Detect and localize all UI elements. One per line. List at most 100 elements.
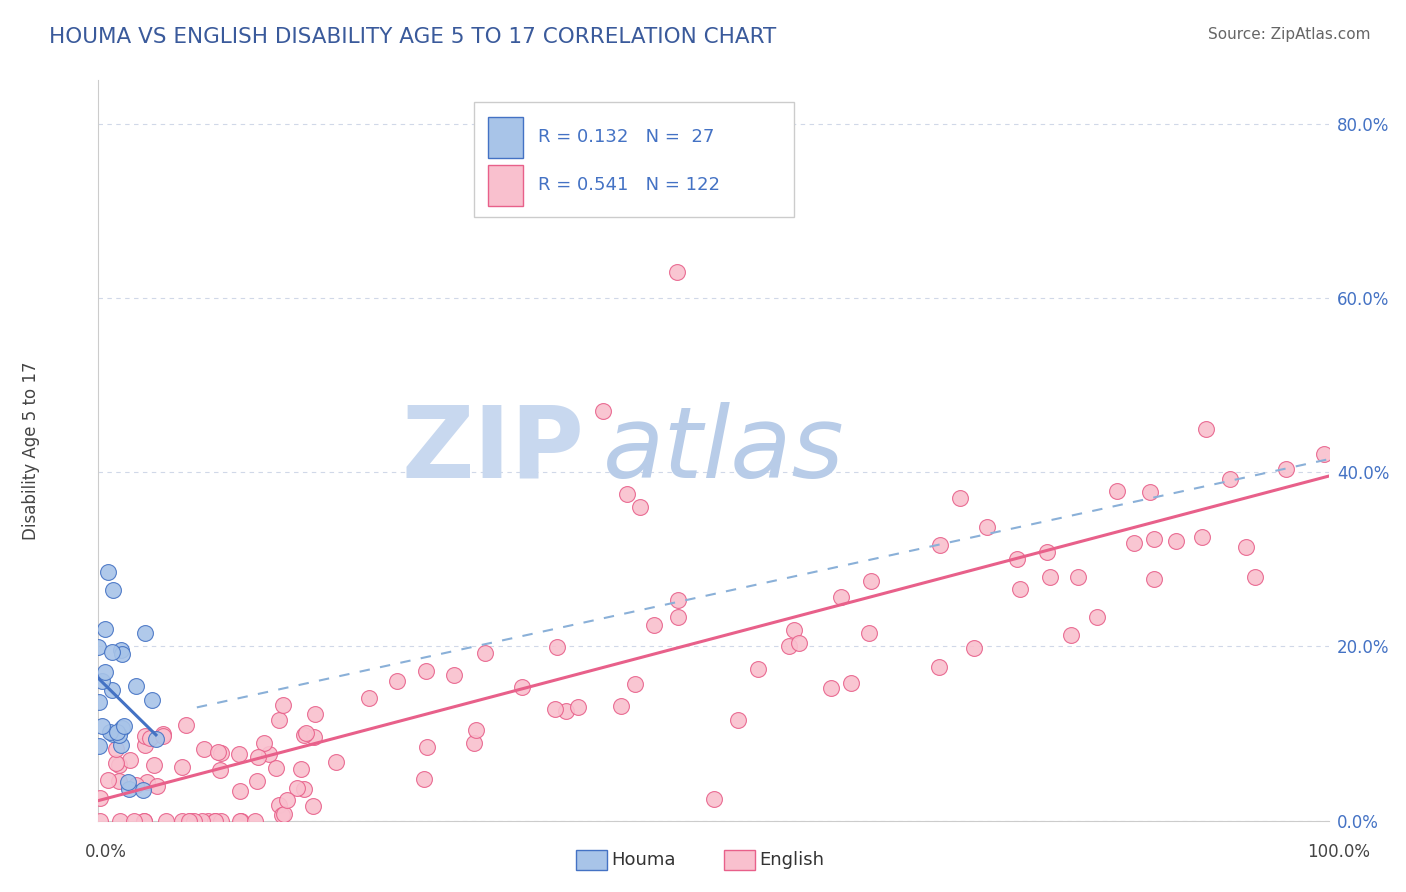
- Point: [228, 747, 250, 761]
- Point: [443, 668, 465, 682]
- Point: [628, 500, 651, 514]
- FancyBboxPatch shape: [488, 165, 523, 206]
- Point: [839, 675, 862, 690]
- Point: [132, 783, 155, 797]
- Point: [110, 738, 132, 752]
- Text: 0.0%: 0.0%: [84, 843, 127, 861]
- Point: [727, 186, 749, 201]
- Point: [170, 760, 193, 774]
- Point: [93, 622, 115, 636]
- Point: [1275, 462, 1298, 476]
- Point: [101, 645, 124, 659]
- Point: [197, 814, 219, 828]
- Point: [1313, 447, 1336, 461]
- Point: [183, 814, 205, 828]
- Point: [108, 728, 131, 742]
- Point: [124, 778, 146, 792]
- Text: R = 0.132   N =  27: R = 0.132 N = 27: [537, 128, 714, 146]
- Point: [132, 814, 155, 828]
- Point: [122, 814, 145, 828]
- Point: [89, 814, 111, 828]
- Point: [949, 491, 972, 506]
- Point: [139, 731, 162, 746]
- Point: [592, 404, 614, 418]
- Point: [474, 646, 496, 660]
- Text: ZIP: ZIP: [402, 402, 585, 499]
- Point: [264, 761, 287, 775]
- Point: [510, 680, 533, 694]
- Point: [90, 673, 112, 688]
- Point: [229, 783, 252, 797]
- Point: [190, 814, 212, 828]
- Point: [174, 718, 197, 732]
- Point: [416, 739, 439, 754]
- Point: [204, 814, 226, 828]
- Point: [111, 721, 134, 735]
- Point: [544, 702, 567, 716]
- Point: [91, 719, 114, 733]
- Point: [1085, 609, 1108, 624]
- Point: [87, 640, 110, 655]
- Point: [209, 746, 232, 760]
- Point: [1219, 472, 1241, 486]
- Point: [134, 626, 156, 640]
- Text: R = 0.541   N = 122: R = 0.541 N = 122: [537, 177, 720, 194]
- Point: [87, 739, 110, 753]
- Point: [108, 758, 131, 772]
- Point: [179, 814, 201, 828]
- Point: [179, 814, 201, 828]
- Point: [290, 762, 312, 776]
- Point: [554, 704, 576, 718]
- Point: [643, 618, 665, 632]
- Point: [136, 774, 159, 789]
- Point: [963, 641, 986, 656]
- Text: atlas: atlas: [603, 402, 845, 499]
- Point: [624, 677, 647, 691]
- Text: Disability Age 5 to 17: Disability Age 5 to 17: [21, 361, 39, 540]
- Point: [276, 793, 298, 807]
- Point: [145, 732, 167, 747]
- Point: [1139, 484, 1161, 499]
- Point: [108, 774, 131, 789]
- Point: [413, 772, 436, 787]
- Point: [231, 814, 253, 828]
- Point: [1122, 535, 1144, 549]
- Point: [747, 661, 769, 675]
- Point: [97, 566, 120, 580]
- Point: [415, 665, 437, 679]
- Point: [302, 730, 325, 744]
- Point: [779, 639, 801, 653]
- Point: [830, 590, 852, 604]
- Text: English: English: [759, 851, 824, 869]
- Point: [703, 792, 725, 806]
- Point: [100, 683, 122, 698]
- Point: [546, 640, 568, 654]
- Point: [1191, 530, 1213, 544]
- Point: [567, 699, 589, 714]
- Point: [359, 690, 381, 705]
- Point: [89, 790, 111, 805]
- Point: [464, 723, 486, 737]
- Point: [325, 755, 347, 769]
- Point: [170, 814, 193, 828]
- Point: [1234, 540, 1257, 554]
- Point: [273, 806, 295, 821]
- Point: [104, 742, 127, 756]
- Point: [1060, 628, 1083, 642]
- Point: [292, 782, 315, 797]
- Point: [1039, 569, 1062, 583]
- Point: [665, 265, 688, 279]
- Point: [666, 593, 689, 607]
- Point: [229, 814, 252, 828]
- Point: [209, 763, 232, 777]
- Point: [134, 729, 156, 743]
- Text: Houma: Houma: [612, 851, 676, 869]
- Point: [257, 747, 280, 762]
- Point: [155, 814, 177, 828]
- Point: [976, 520, 998, 534]
- FancyBboxPatch shape: [488, 118, 523, 158]
- Point: [1244, 570, 1267, 584]
- Point: [270, 807, 292, 822]
- Point: [292, 728, 315, 742]
- Point: [1195, 422, 1218, 436]
